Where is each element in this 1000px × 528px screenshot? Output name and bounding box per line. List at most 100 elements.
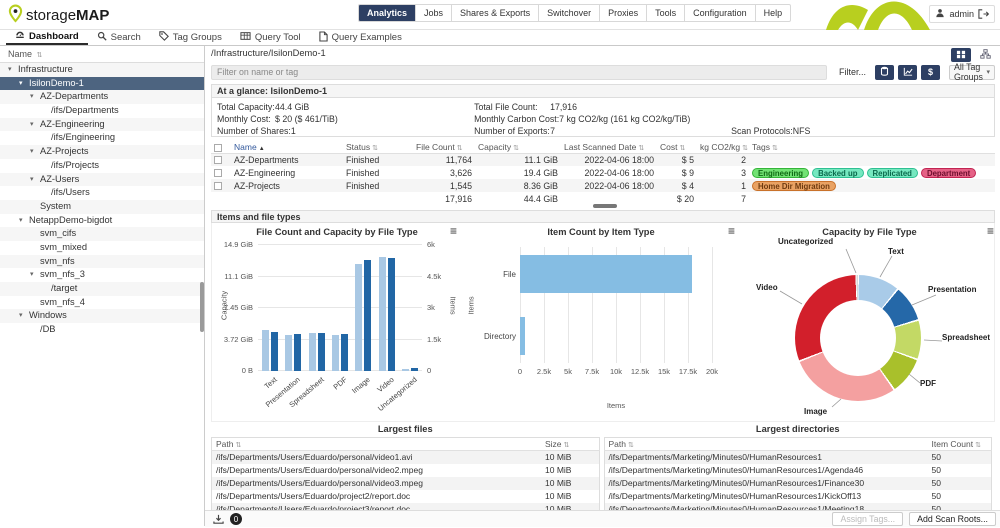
column-header-last-scanned-date[interactable]: Last Scanned Date⇅	[561, 141, 657, 153]
subnav-item-query-examples[interactable]: Query Examples	[310, 30, 411, 45]
stat-label: Scan Protocols:	[731, 125, 793, 137]
chart-title: Item Count by Item Type	[462, 227, 740, 237]
table-row[interactable]: /ifs/Departments/Marketing/Minutes0/Huma…	[604, 451, 992, 464]
y-category-label: File	[464, 270, 516, 279]
subnav-item-query-tool[interactable]: Query Tool	[231, 30, 310, 45]
nav-tab-tools[interactable]: Tools	[647, 5, 685, 21]
tree-header[interactable]: Name ⇅	[0, 46, 204, 63]
row-checkbox-cell[interactable]	[211, 153, 231, 166]
table-row-az-engineering[interactable]: AZ-EngineeringFinished3,62619.4 GiB2022-…	[211, 166, 995, 179]
tree-item-ifs-users[interactable]: /ifs/Users	[0, 186, 204, 200]
tag-groups-select[interactable]: All Tag Groups ▾	[949, 65, 995, 80]
scan-root-filter-button[interactable]	[875, 65, 894, 80]
table-row[interactable]: /ifs/Departments/Users/Eduardo/personal/…	[212, 451, 600, 464]
column-header-item-count[interactable]: Item Count⇅	[928, 438, 992, 451]
table-row[interactable]: /ifs/Departments/Marketing/Minutes0/Huma…	[604, 464, 992, 477]
row-checkbox-cell[interactable]	[211, 166, 231, 179]
user-menu[interactable]: admin	[929, 5, 995, 23]
filter-input[interactable]	[211, 65, 827, 80]
nav-tab-configuration[interactable]: Configuration	[685, 5, 756, 21]
tree-item-netappdemo-bigdot[interactable]: ▾NetappDemo-bigdot	[0, 214, 204, 228]
nav-tab-switchover[interactable]: Switchover	[539, 5, 600, 21]
row-checkbox-cell[interactable]	[211, 179, 231, 192]
chevron-down-icon: ▾	[30, 90, 40, 104]
stat-monthly-cost: Monthly Cost: $ 20 ($ 461/TiB)	[217, 113, 474, 125]
tree-item-ifs-projects[interactable]: /ifs/Projects	[0, 159, 204, 173]
column-header-tags[interactable]: Tags⇅	[749, 141, 995, 153]
filter-buttons: $	[875, 65, 940, 80]
tree-item-az-engineering[interactable]: ▾AZ-Engineering	[0, 118, 204, 132]
stat-value: 7 kg CO2/kg (161 kg CO2/kg/TiB)	[559, 114, 690, 124]
tree-item-infrastructure[interactable]: ▾Infrastructure	[0, 63, 204, 77]
subnav-item-label: Dashboard	[29, 31, 79, 42]
sort-icon: ⇅	[975, 442, 981, 449]
notifications-badge[interactable]: 0	[230, 513, 242, 525]
tree-view-button[interactable]	[975, 48, 995, 62]
download-button[interactable]	[213, 514, 224, 524]
tree-item-svm-nfs-4[interactable]: svm_nfs_4	[0, 296, 204, 310]
subnav-item-search[interactable]: Search	[88, 30, 150, 45]
column-header-kg-co2-kg[interactable]: kg CO2/kg⇅	[697, 141, 749, 153]
add-scan-roots-button[interactable]: Add Scan Roots...	[909, 512, 996, 526]
tree-item-svm-nfs-3[interactable]: ▾svm_nfs_3	[0, 268, 204, 282]
tree-item-az-departments[interactable]: ▾AZ-Departments	[0, 90, 204, 104]
column-header-size[interactable]: Size⇅	[541, 438, 599, 451]
cell-cost: $ 9	[657, 166, 697, 179]
column-header-status[interactable]: Status⇅	[343, 141, 413, 153]
column-header-capacity[interactable]: Capacity⇅	[475, 141, 561, 153]
table-row[interactable]: /ifs/Departments/Users/Eduardo/personal/…	[212, 477, 600, 490]
nav-tab-help[interactable]: Help	[756, 5, 791, 21]
chart-capacity-donut: Capacity by File Type ≡ TextPresentation…	[740, 223, 999, 421]
capacity-bar	[309, 333, 316, 371]
tree-item-svm-nfs[interactable]: svm_nfs	[0, 255, 204, 269]
tree-item-az-users[interactable]: ▾AZ-Users	[0, 173, 204, 187]
tree-item-ifs-engineering[interactable]: /ifs/Engineering	[0, 131, 204, 145]
stat-label: Total Capacity:	[217, 101, 275, 113]
table-row[interactable]: /ifs/Departments/Users/Eduardo/project2/…	[212, 490, 600, 503]
chart-menu-icon[interactable]: ≡	[728, 225, 735, 237]
table-horizontal-scrollbar[interactable]	[593, 204, 617, 208]
sidebar-scrollbar[interactable]	[200, 282, 204, 332]
table-header-row: Path⇅Size⇅	[212, 438, 600, 451]
cost-filter-button[interactable]: $	[921, 65, 940, 80]
column-header-name[interactable]: Name▲	[231, 141, 343, 153]
tree-item-svm-cifs[interactable]: svm_cifs	[0, 227, 204, 241]
x-tick: 17.5k	[679, 367, 697, 376]
column-header-cost[interactable]: Cost⇅	[657, 141, 697, 153]
grid-view-button[interactable]	[951, 48, 971, 62]
tree-item-svm-mixed[interactable]: svm_mixed	[0, 241, 204, 255]
column-header-path[interactable]: Path⇅	[604, 438, 928, 451]
nav-tab-analytics[interactable]: Analytics	[359, 5, 416, 21]
table-row[interactable]: /ifs/Departments/Marketing/Minutes0/Huma…	[604, 490, 992, 503]
table-row-az-projects[interactable]: AZ-ProjectsFinished1,5458.36 GiB2022-04-…	[211, 179, 995, 192]
x-category-label: Image	[350, 375, 372, 395]
column-header-path[interactable]: Path⇅	[212, 438, 542, 451]
column-header-file-count[interactable]: File Count⇅	[413, 141, 475, 153]
chart-filter-button[interactable]	[898, 65, 917, 80]
nav-tab-jobs[interactable]: Jobs	[416, 5, 452, 21]
subnav-item-tag-groups[interactable]: Tag Groups	[150, 30, 231, 45]
tree-item-target[interactable]: /target	[0, 282, 204, 296]
chart-menu-icon[interactable]: ≡	[450, 225, 457, 237]
tree-item-db[interactable]: /DB	[0, 323, 204, 337]
assign-tags-button[interactable]: Assign Tags...	[832, 512, 903, 526]
nav-tab-shares-exports[interactable]: Shares & Exports	[452, 5, 539, 21]
charts-row: File Count and Capacity by File Type ≡ 0…	[211, 223, 995, 422]
table-row[interactable]: /ifs/Departments/Users/Eduardo/personal/…	[212, 464, 600, 477]
logout-icon[interactable]	[978, 9, 989, 19]
tree-item-isilondemo-1[interactable]: ▾IsilonDemo-1	[0, 77, 204, 91]
subnav-item-dashboard[interactable]: Dashboard	[6, 30, 88, 45]
cell-value: 50	[928, 490, 992, 503]
tree-item-windows[interactable]: ▾Windows	[0, 309, 204, 323]
nav-tab-proxies[interactable]: Proxies	[600, 5, 647, 21]
y-tick-right: 3k	[427, 303, 435, 312]
select-all-checkbox[interactable]	[211, 141, 231, 153]
cell-tags: Home Dir Migration	[749, 179, 995, 192]
tree-item-az-projects[interactable]: ▾AZ-Projects	[0, 145, 204, 159]
tree-item-ifs-departments[interactable]: /ifs/Departments	[0, 104, 204, 118]
tree-item-system[interactable]: System	[0, 200, 204, 214]
sort-icon: ⇅	[772, 145, 778, 152]
table-row-az-departments[interactable]: AZ-DepartmentsFinished11,76411.1 GiB2022…	[211, 153, 995, 166]
table-row[interactable]: /ifs/Departments/Marketing/Minutes0/Huma…	[604, 477, 992, 490]
chart-menu-icon[interactable]: ≡	[987, 225, 994, 237]
